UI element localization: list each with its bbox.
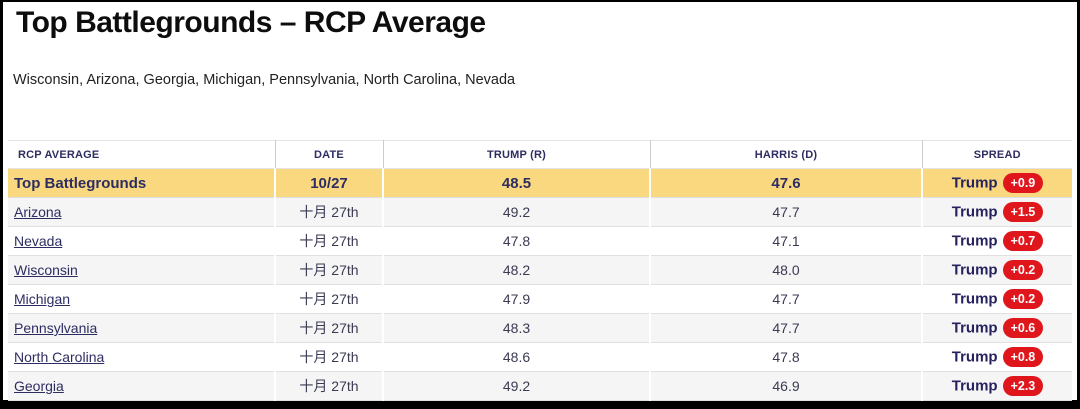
trump-cell: 48.3 [383,313,651,343]
spread-badge: +0.2 [1002,260,1044,280]
date-cell: 十月 27th [275,371,384,401]
table-row: Pennsylvania 十月 27th 48.3 47.7 Trump +0.6 [8,313,1072,343]
date-cell: 十月 27th [275,197,384,227]
date-cell: 十月 27th [275,284,384,314]
trump-cell: 49.2 [383,197,651,227]
spread-winner: Trump [951,203,998,221]
state-link-pennsylvania[interactable]: Pennsylvania [14,320,98,336]
harris-cell: 47.8 [650,342,923,372]
table-row-top-battlegrounds: Top Battlegrounds 10/27 48.5 47.6 Trump +… [8,168,1072,198]
spread-badge: +2.3 [1002,376,1044,396]
table-row: Georgia 十月 27th 49.2 46.9 Trump +2.3 [8,371,1072,401]
trump-cell: 49.2 [383,371,651,401]
table-row: North Carolina 十月 27th 48.6 47.8 Trump +0… [8,342,1072,372]
spread-cell: Trump +1.5 [922,197,1072,227]
spread-cell: Trump +0.6 [922,313,1072,343]
table-row: Arizona 十月 27th 49.2 47.7 Trump +1.5 [8,197,1072,227]
table-row: Michigan 十月 27th 47.9 47.7 Trump +0.2 [8,284,1072,314]
spread-cell: Trump +0.2 [922,255,1072,285]
date-cell: 十月 27th [275,342,384,372]
harris-cell: 47.7 [650,197,923,227]
state-link-michigan[interactable]: Michigan [14,291,71,307]
state-link-georgia[interactable]: Georgia [14,378,64,394]
spread-badge: +0.7 [1002,231,1044,251]
spread-winner: Trump [951,232,998,250]
state-link-north-carolina[interactable]: North Carolina [14,349,105,365]
table-row: Nevada 十月 27th 47.8 47.1 Trump +0.7 [8,226,1072,256]
table-header-row: RCP Average Date Trump (R) Harris (D) Sp… [8,140,1072,169]
spread-cell: Trump +0.7 [922,226,1072,256]
spread-winner: Trump [951,261,998,279]
date-cell: 10/27 [275,168,384,198]
table-row: Wisconsin 十月 27th 48.2 48.0 Trump +0.2 [8,255,1072,285]
spread-winner: Trump [951,290,998,308]
page-title: Top Battlegrounds – RCP Average [16,6,486,39]
spread-cell: Trump +0.9 [922,168,1072,198]
trump-cell: 48.6 [383,342,651,372]
col-header-trump: Trump (R) [383,140,651,169]
harris-cell: 48.0 [650,255,923,285]
date-cell: 十月 27th [275,313,384,343]
spread-badge: +0.2 [1002,289,1044,309]
harris-cell: 47.7 [650,284,923,314]
state-link-arizona[interactable]: Arizona [14,204,62,220]
spread-badge: +1.5 [1002,202,1044,222]
rcp-average-table: RCP Average Date Trump (R) Harris (D) Sp… [8,140,1072,401]
date-cell: 十月 27th [275,255,384,285]
spread-badge: +0.6 [1002,318,1044,338]
col-header-spread: Spread [922,140,1072,169]
harris-cell: 47.7 [650,313,923,343]
page-subtitle: Wisconsin, Arizona, Georgia, Michigan, P… [13,72,516,88]
spread-cell: Trump +0.8 [922,342,1072,372]
spread-winner: Trump [951,174,998,192]
spread-cell: Trump +0.2 [922,284,1072,314]
date-cell: 十月 27th [275,226,384,256]
spread-winner: Trump [951,377,998,395]
harris-cell: 47.1 [650,226,923,256]
trump-cell: 48.2 [383,255,651,285]
col-header-harris: Harris (D) [650,140,923,169]
state-link-wisconsin[interactable]: Wisconsin [14,262,78,278]
trump-cell: 47.8 [383,226,651,256]
state-link-nevada[interactable]: Nevada [14,233,63,249]
spread-badge: +0.8 [1002,347,1044,367]
spread-winner: Trump [951,348,998,366]
spread-badge: +0.9 [1002,173,1044,193]
col-header-date: Date [275,140,384,169]
row-label: Top Battlegrounds [8,168,276,198]
harris-cell: 47.6 [650,168,923,198]
col-header-rcp-average: RCP Average [8,140,276,169]
harris-cell: 46.9 [650,371,923,401]
trump-cell: 47.9 [383,284,651,314]
spread-winner: Trump [951,319,998,337]
trump-cell: 48.5 [383,168,651,198]
spread-cell: Trump +2.3 [922,371,1072,401]
